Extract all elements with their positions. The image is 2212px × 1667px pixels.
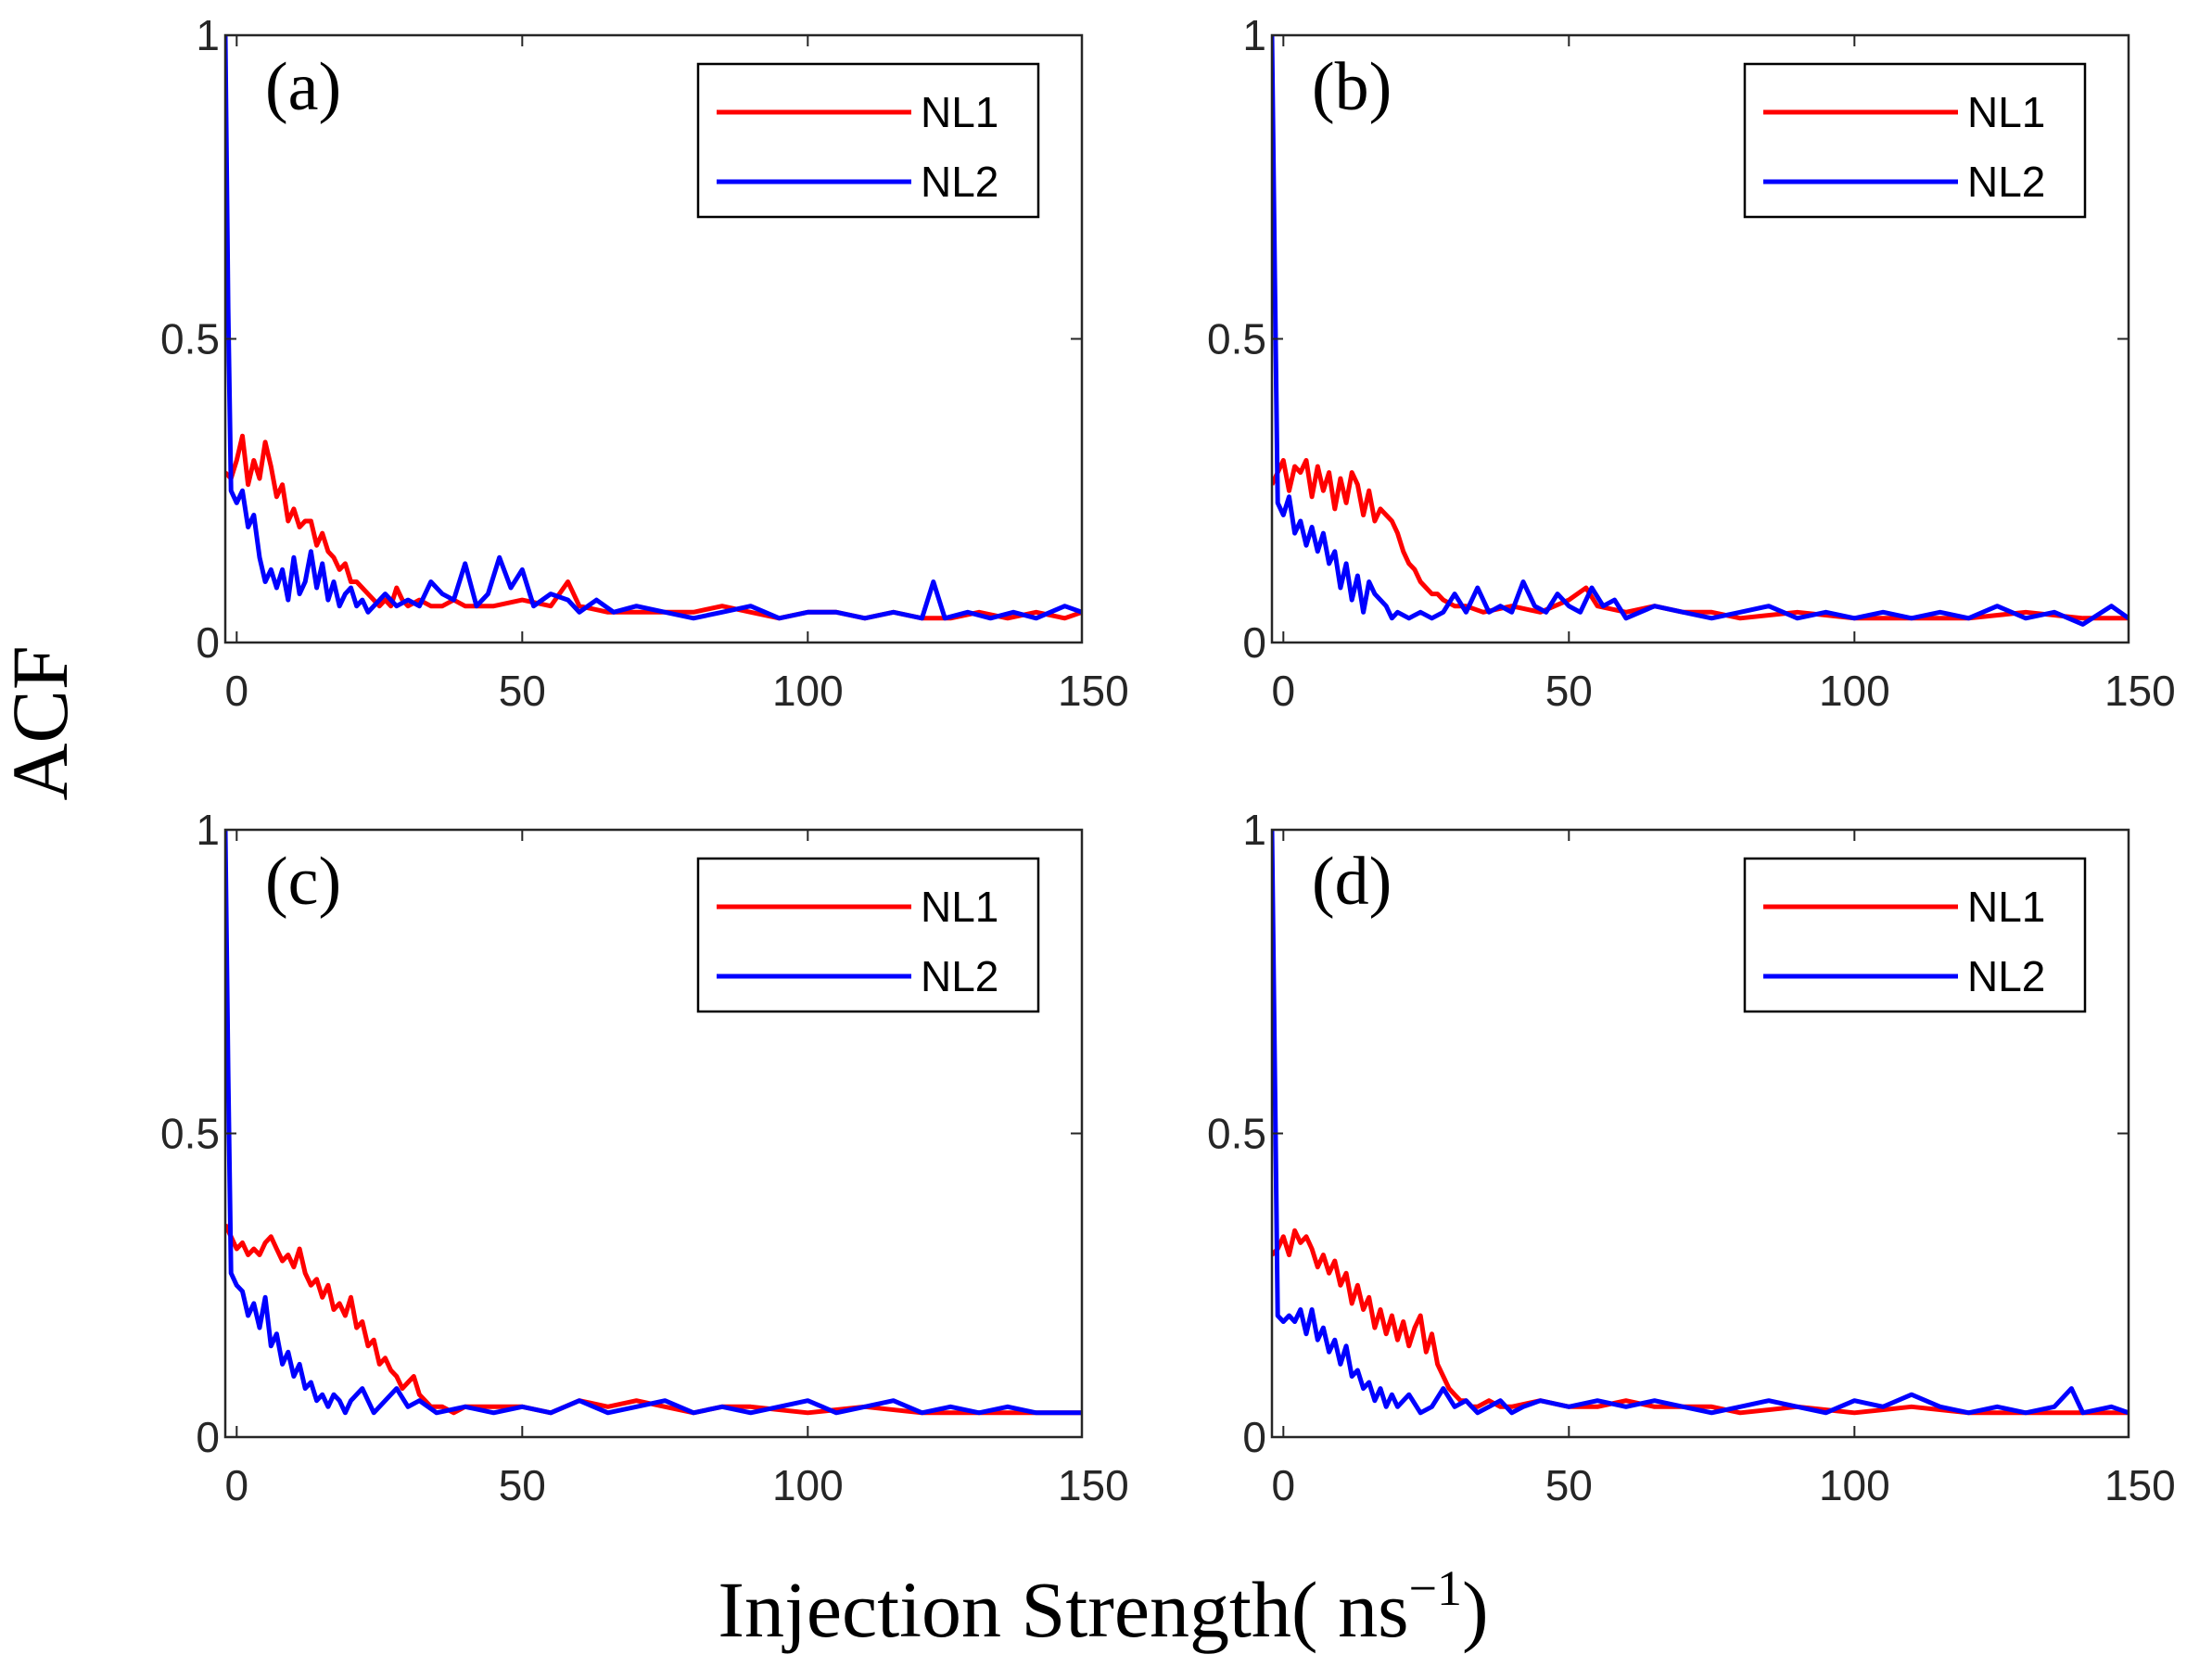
x-axis-title: Injection Strength( ns−1) [718,1560,1488,1654]
y-axis-title: ACF [0,645,84,800]
y-tick-label: 0 [196,1413,220,1461]
legend-label-nl2: NL2 [921,158,998,206]
y-tick-label: 0.5 [1207,315,1266,363]
series-line-nl2 [1272,830,2129,1416]
x-tick-label: 50 [1545,1461,1593,1509]
x-tick-label: 150 [1058,667,1129,715]
x-axis-title-close: ) [1462,1565,1489,1654]
legend-label-nl2: NL2 [921,952,998,1000]
y-tick-label: 0 [1242,618,1266,667]
x-tick-label: 0 [1272,1461,1296,1509]
y-tick-label: 0 [196,618,220,667]
x-tick-label: 50 [499,1461,546,1509]
x-axis-title-superscript: −1 [1409,1560,1462,1616]
series-group [1272,35,2129,627]
x-tick-label: 100 [1819,1461,1890,1509]
legend-label-nl1: NL1 [921,883,998,931]
legend-label-nl2: NL2 [1967,952,2045,1000]
x-tick-label: 0 [225,667,249,715]
x-axis-title-main: Injection Strength( ns [718,1565,1408,1654]
y-tick-label: 1 [196,11,220,59]
x-tick-label: 50 [499,667,546,715]
legend-box [1743,62,2087,219]
x-tick-label: 0 [225,1461,249,1509]
legend-box [1743,857,2087,1013]
series-group [225,830,1082,1416]
series-line-nl1 [1272,458,2129,621]
x-tick-label: 100 [772,667,844,715]
series-line-nl2 [1272,35,2129,627]
series-line-nl2 [225,830,1082,1416]
y-tick-label: 0.5 [1207,1110,1266,1158]
series-group [225,35,1082,621]
y-tick-label: 1 [1242,806,1266,854]
y-tick-label: 0.5 [160,1110,220,1158]
y-tick-label: 0.5 [160,315,220,363]
x-tick-label: 50 [1545,667,1593,715]
legend-box [696,857,1040,1013]
y-tick-label: 1 [1242,11,1266,59]
x-tick-label: 150 [1058,1461,1129,1509]
y-tick-label: 0 [1242,1413,1266,1461]
x-tick-label: 150 [2104,1461,2176,1509]
y-tick-label: 1 [196,806,220,854]
legend-label-nl1: NL1 [1967,883,2045,931]
panel-label: (d) [1312,844,1392,920]
legend-box [696,62,1040,219]
panel-label: (b) [1312,49,1392,125]
panel-label: (c) [265,844,341,920]
series-group [1272,830,2129,1416]
x-tick-label: 150 [2104,667,2176,715]
legend-label-nl2: NL2 [1967,158,2045,206]
legend-label-nl1: NL1 [921,88,998,136]
series-line-nl2 [225,35,1082,621]
legend-label-nl1: NL1 [1967,88,2045,136]
x-tick-label: 0 [1272,667,1296,715]
x-tick-label: 100 [772,1461,844,1509]
panel-label: (a) [265,49,341,125]
x-tick-label: 100 [1819,667,1890,715]
